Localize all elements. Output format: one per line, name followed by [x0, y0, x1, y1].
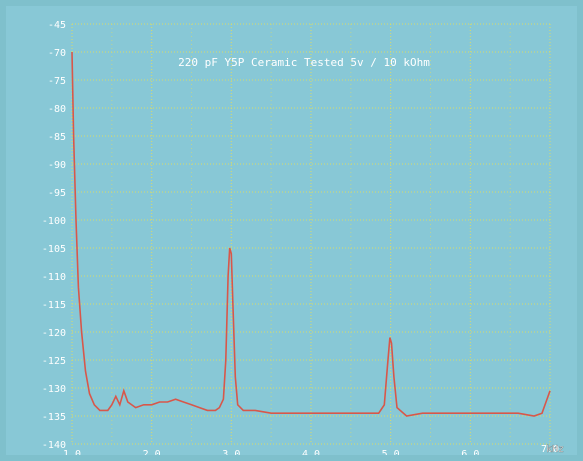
- y-tick-label: -45: [48, 20, 66, 31]
- y-tick-label: -100: [42, 216, 66, 227]
- x-tick-label: 5.0: [382, 449, 400, 455]
- x-tick-label: 2.0: [143, 449, 161, 455]
- y-tick-label: -120: [42, 328, 66, 339]
- y-tick-label: -95: [48, 188, 66, 199]
- x-tick-label: 1.0: [63, 449, 81, 455]
- x-axis-tick-labels: 1.0 2.0 3.0 4.0 5.0 6.0 7.0: [63, 444, 559, 460]
- chart-title: 220 pF Y5P Ceramic Tested 5v / 10 kOhm: [178, 56, 430, 69]
- y-tick-label: -85: [48, 132, 66, 143]
- x-tick-label: 4.0: [302, 449, 320, 455]
- y-tick-label: -70: [48, 48, 66, 59]
- series-line: [71, 51, 551, 417]
- y-tick-label: -125: [42, 356, 66, 367]
- y-tick-label: -135: [42, 412, 66, 423]
- y-tick-label: -130: [42, 384, 66, 395]
- y-tick-label: -90: [48, 160, 66, 171]
- x-tick-label: 3.0: [222, 449, 240, 455]
- y-tick-label: -80: [48, 104, 66, 115]
- spectrum-chart: -45 -70 -75 -80 -85 -90 -95 -100 -105 -110 -115 -12…: [42, 20, 564, 460]
- x-tick-label: 6.0: [461, 449, 479, 455]
- vertical-gridlines: [71, 24, 551, 444]
- y-tick-label: -105: [42, 244, 66, 255]
- y-tick-label: -75: [48, 76, 66, 87]
- plot-frame: -45 -70 -75 -80 -85 -90 -95 -100 -105 -110 -115 -12…: [6, 6, 577, 460]
- y-tick-label: -140: [42, 440, 66, 451]
- y-axis-tick-labels: -45 -70 -75 -80 -85 -90 -95 -100 -105 -110 -115 -12…: [42, 20, 66, 451]
- x-axis-unit-label: kHz: [546, 444, 564, 455]
- y-tick-label: -115: [42, 300, 66, 311]
- y-tick-label: -110: [42, 272, 66, 283]
- x-tick-label: 7.0: [541, 444, 559, 455]
